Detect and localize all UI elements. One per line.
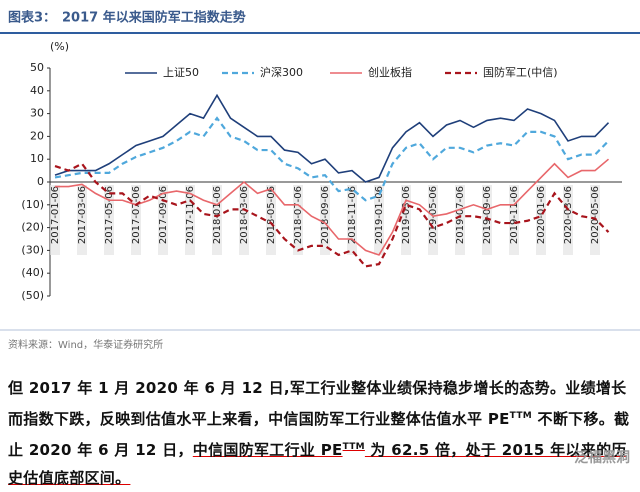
x-tick-label: 2018-09-06	[320, 186, 331, 244]
y-tick-label: 10	[30, 152, 44, 165]
y-tick-label: 40	[30, 84, 44, 97]
y-tick-label: 20	[30, 129, 44, 142]
x-tick-label: 2017-03-06	[77, 186, 88, 244]
x-label-band	[212, 185, 222, 255]
x-tick-label: 2017-05-06	[104, 186, 115, 244]
y-tick-label: 30	[30, 107, 44, 120]
series-line	[54, 162, 610, 268]
x-tick-label: 2017-09-06	[158, 186, 169, 244]
watermark: 泛福黑洞	[574, 450, 630, 466]
paragraph: 但 2017 年 1 月 2020 年 6 月 12 日,军工行业整体业绩保持稳…	[8, 374, 632, 492]
x-label-band	[536, 185, 546, 255]
series-line	[55, 158, 610, 256]
y-tick-label: (30)	[21, 243, 44, 256]
x-tick-label: 2017-01-06	[50, 186, 61, 244]
series-line	[54, 116, 610, 202]
x-label-band	[320, 185, 330, 255]
y-tick-label: (10)	[21, 198, 44, 211]
y-tick-label: (50)	[21, 289, 44, 302]
x-label-band	[77, 185, 87, 255]
y-unit: (%)	[50, 40, 69, 53]
x-tick-label: 2019-03-06	[401, 186, 412, 244]
superscript: TTM	[342, 442, 365, 452]
superscript: TTM	[509, 411, 533, 421]
x-tick-label: 2017-07-06	[131, 186, 142, 244]
legend-label: 创业板指	[368, 65, 412, 79]
x-tick-label: 2020-01-06	[536, 186, 547, 244]
x-tick-label: 2019-09-06	[482, 186, 493, 244]
header-title: 2017 年以来国防军工指数走势	[62, 10, 246, 26]
x-label-band	[185, 185, 195, 255]
x-tick-label: 2018-11-06	[347, 186, 358, 244]
page: 图表3： 2017 年以来国防军工指数走势 (%) 资料来源：Wind，华泰证券…	[0, 9, 640, 487]
x-label-band	[455, 185, 465, 255]
x-tick-label: 2018-07-06	[293, 186, 304, 244]
x-tick-label: 2019-07-06	[455, 186, 466, 244]
x-label-band	[239, 185, 249, 255]
x-label-band	[50, 185, 60, 255]
x-tick-label: 2020-03-06	[563, 186, 574, 244]
x-tick-label: 2019-05-06	[428, 186, 439, 244]
x-label-band	[266, 185, 276, 255]
chart: 图表3： 2017 年以来国防军工指数走势 (%) 资料来源：Wind，华泰证券…	[0, 10, 640, 351]
x-label-band	[401, 185, 411, 255]
text: 但 2017 年 1 月 2020 年 6 月 12 日,军工行业整体业绩保持稳…	[8, 379, 627, 428]
x-label-band	[293, 185, 303, 255]
x-tick-label: 2020-05-06	[590, 186, 601, 244]
x-tick-label: 2017-11-06	[185, 186, 196, 244]
y-tick-label: 0	[37, 175, 44, 188]
source: 资料来源：Wind，华泰证券研究所	[8, 338, 163, 351]
header-label: 图表3：	[8, 10, 56, 26]
series-line	[54, 93, 610, 183]
y-tick-label: 50	[30, 61, 44, 74]
x-tick-label: 2019-01-06	[374, 186, 385, 244]
x-label-band	[509, 185, 519, 255]
y-tick-label: (40)	[21, 266, 44, 279]
x-label-band	[104, 185, 114, 255]
x-label-band	[428, 185, 438, 255]
x-tick-label: 2019-11-06	[509, 186, 520, 244]
legend-label: 沪深300	[260, 65, 303, 79]
legend-label: 国防军工(中信)	[483, 65, 558, 79]
x-label-band	[374, 185, 384, 255]
y-tick-label: (20)	[21, 221, 44, 234]
text: 中信国防军工行业 PE	[192, 441, 343, 459]
x-label-band	[563, 185, 573, 255]
x-tick-label: 2018-03-06	[239, 186, 250, 244]
x-label-band	[482, 185, 492, 255]
x-label-band	[131, 185, 141, 255]
x-tick-label: 2018-05-06	[266, 186, 277, 244]
x-label-band	[158, 185, 168, 255]
x-label-band	[347, 185, 357, 255]
text: 不断下移。截止 2020 年 6 月 12 日，	[8, 410, 630, 459]
legend-label: 上证50	[163, 66, 199, 79]
